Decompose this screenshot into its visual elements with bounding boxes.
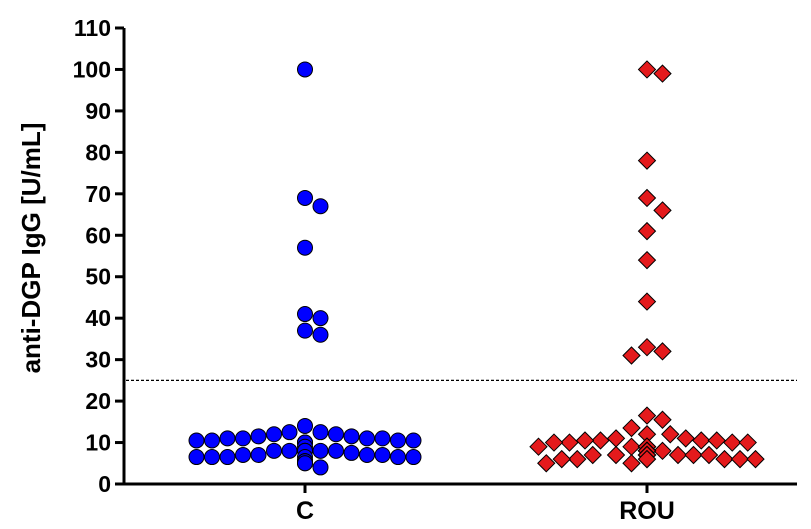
- data-point-c: [374, 446, 391, 463]
- data-point-rou: [637, 337, 657, 357]
- data-point-c: [266, 442, 282, 459]
- data-point-rou: [699, 445, 719, 465]
- data-point-c: [312, 326, 329, 343]
- data-point-rou: [591, 431, 610, 450]
- y-tick-label: 10: [85, 430, 111, 456]
- data-point-c: [328, 442, 344, 459]
- data-point-rou: [684, 445, 703, 465]
- data-point-c: [405, 449, 422, 466]
- data-point-c: [312, 424, 329, 441]
- data-point-c: [390, 449, 406, 466]
- data-point-rou: [622, 454, 641, 473]
- data-point-c: [250, 428, 267, 445]
- data-point-rou: [637, 250, 657, 270]
- y-tick-label: 20: [85, 388, 111, 414]
- data-point-c: [281, 442, 298, 459]
- data-point-c: [297, 189, 313, 206]
- data-point-rou: [715, 449, 734, 469]
- data-point-rou: [668, 445, 688, 465]
- data-point-c: [297, 455, 313, 472]
- y-tick-label: 30: [85, 347, 111, 373]
- data-point-c: [312, 310, 329, 327]
- data-point-c: [359, 446, 375, 463]
- data-point-c: [297, 306, 313, 323]
- data-point-rou: [529, 437, 548, 456]
- data-point-c: [235, 446, 251, 463]
- data-point-rou: [568, 449, 587, 469]
- data-point-rou: [622, 418, 641, 438]
- data-point-c: [405, 432, 422, 449]
- data-point-c: [250, 446, 267, 463]
- data-point-c: [374, 430, 391, 447]
- data-point-c: [297, 61, 313, 78]
- data-point-rou: [637, 406, 657, 425]
- data-point-rou: [661, 425, 680, 444]
- data-point-rou: [730, 449, 750, 469]
- data-point-c: [219, 430, 236, 447]
- data-point-rou: [723, 433, 742, 452]
- data-point-c: [204, 449, 220, 466]
- data-point-c: [312, 442, 329, 459]
- data-point-c: [219, 449, 236, 466]
- data-point-rou: [637, 188, 657, 208]
- data-point-rou: [653, 201, 672, 220]
- data-point-c: [266, 426, 282, 443]
- x-axis: C ROU: [122, 482, 797, 525]
- data-point-c: [297, 239, 313, 256]
- data-point-rou: [637, 292, 657, 311]
- data-point-rou: [537, 454, 556, 473]
- data-point-c: [235, 430, 251, 447]
- x-category-label: C: [296, 497, 314, 525]
- data-point-rou: [606, 445, 626, 465]
- data-point-c: [204, 432, 220, 449]
- data-point-c: [297, 322, 313, 339]
- data-point-rou: [583, 445, 602, 465]
- data-point-rou: [575, 431, 595, 450]
- data-point-rou: [692, 431, 711, 450]
- data-point-c: [312, 459, 329, 476]
- data-point-rou: [544, 433, 564, 452]
- data-point-c: [390, 432, 406, 449]
- data-point-c: [297, 417, 313, 434]
- data-point-rou: [637, 449, 657, 469]
- data-point-c: [343, 428, 360, 445]
- data-point-rou: [637, 60, 657, 79]
- data-point-rou: [560, 433, 579, 452]
- data-point-rou: [653, 410, 672, 429]
- y-axis: 0 10 20 30 40 50 60 70 80 90 100 110: [73, 15, 126, 497]
- y-tick-label: 50: [85, 264, 111, 290]
- data-point-rou: [653, 64, 672, 83]
- y-tick-label: 0: [98, 471, 111, 497]
- data-points: [188, 60, 765, 476]
- y-tick-label: 110: [74, 15, 111, 41]
- data-point-rou: [622, 437, 641, 456]
- data-point-rou: [637, 221, 657, 241]
- data-point-c: [328, 426, 344, 443]
- data-point-c: [281, 424, 298, 441]
- data-point-rou: [637, 151, 657, 170]
- x-category-label: ROU: [619, 497, 675, 525]
- y-axis-title: anti-DGP IgG [U/mL]: [16, 123, 46, 374]
- y-tick-label: 90: [85, 98, 111, 124]
- data-point-rou: [653, 342, 672, 361]
- data-point-rou: [746, 449, 765, 469]
- data-point-rou: [606, 429, 626, 448]
- data-point-rou: [622, 346, 641, 365]
- data-point-c: [188, 432, 205, 449]
- data-point-rou: [707, 431, 726, 450]
- data-point-c: [312, 198, 329, 215]
- data-point-rou: [653, 441, 672, 461]
- data-point-rou: [676, 429, 695, 448]
- y-tick-label: 60: [85, 222, 111, 248]
- y-tick-label: 70: [85, 181, 111, 207]
- data-point-c: [359, 430, 375, 447]
- y-tick-label: 100: [73, 56, 111, 82]
- data-point-c: [343, 444, 360, 461]
- data-point-c: [188, 449, 205, 466]
- data-point-rou: [738, 433, 757, 452]
- y-tick-label: 80: [85, 139, 111, 165]
- y-tick-label: 40: [85, 305, 111, 331]
- data-point-rou: [552, 449, 571, 469]
